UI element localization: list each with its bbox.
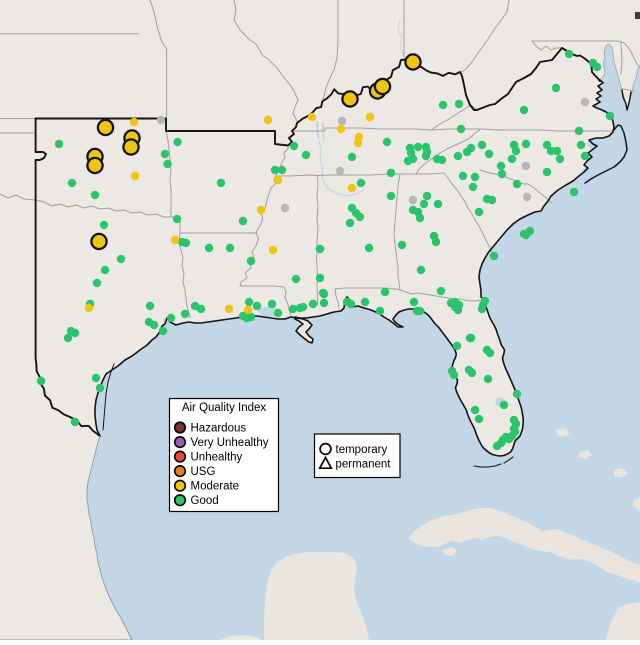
svg-text:Good: Good: [191, 495, 219, 507]
svg-text:Very Unhealthy: Very Unhealthy: [191, 437, 269, 449]
svg-text:Air Quality Index: Air Quality Index: [182, 402, 267, 414]
svg-text:Moderate: Moderate: [191, 481, 240, 493]
svg-text:Hazardous: Hazardous: [191, 423, 247, 435]
svg-text:permanent: permanent: [336, 459, 392, 471]
svg-text:Unhealthy: Unhealthy: [191, 452, 243, 464]
svg-text:USG: USG: [191, 466, 216, 478]
svg-text:temporary: temporary: [336, 444, 388, 456]
